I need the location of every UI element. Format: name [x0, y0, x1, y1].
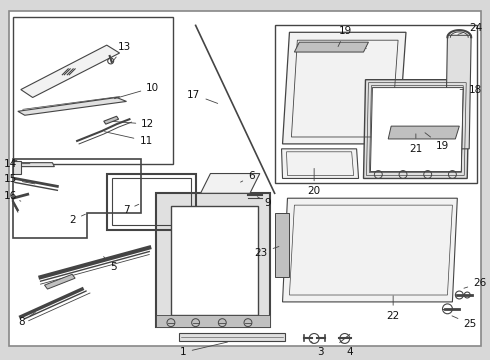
Polygon shape	[364, 80, 469, 179]
Text: 5: 5	[103, 257, 116, 273]
Polygon shape	[156, 315, 270, 327]
Text: 16: 16	[3, 191, 21, 201]
Text: 17: 17	[187, 90, 218, 103]
Polygon shape	[179, 333, 285, 341]
Polygon shape	[18, 98, 126, 115]
Text: 26: 26	[464, 278, 487, 288]
Polygon shape	[45, 274, 75, 289]
Text: 3: 3	[311, 341, 324, 357]
Polygon shape	[282, 149, 359, 179]
Polygon shape	[294, 42, 368, 52]
Text: 9: 9	[257, 197, 271, 208]
Text: 24: 24	[458, 23, 483, 34]
Polygon shape	[104, 116, 119, 124]
Text: 7: 7	[123, 204, 139, 215]
Text: 14: 14	[3, 159, 30, 168]
Text: 20: 20	[308, 168, 320, 196]
Text: 22: 22	[387, 296, 400, 321]
Text: 2: 2	[70, 214, 85, 225]
Text: 21: 21	[409, 134, 422, 154]
Polygon shape	[370, 87, 463, 172]
Text: 1: 1	[180, 342, 227, 357]
Text: 15: 15	[3, 175, 35, 184]
Polygon shape	[274, 213, 290, 277]
Text: 13: 13	[112, 42, 131, 62]
Bar	[13, 18, 173, 164]
Polygon shape	[388, 126, 459, 139]
Text: 18: 18	[460, 85, 483, 95]
Text: 6: 6	[241, 171, 255, 182]
Text: 8: 8	[18, 312, 35, 327]
Bar	[274, 26, 477, 183]
Polygon shape	[13, 161, 54, 167]
Polygon shape	[171, 206, 258, 315]
Polygon shape	[156, 193, 270, 327]
Text: 19: 19	[338, 26, 352, 46]
Text: 11: 11	[104, 132, 152, 146]
Polygon shape	[445, 35, 471, 149]
Polygon shape	[200, 174, 260, 193]
Text: 10: 10	[114, 82, 159, 99]
Polygon shape	[283, 198, 457, 302]
Polygon shape	[283, 32, 406, 144]
Polygon shape	[13, 161, 21, 174]
Text: 4: 4	[341, 341, 353, 357]
Polygon shape	[21, 45, 120, 98]
Text: 12: 12	[113, 119, 154, 129]
Text: 19: 19	[425, 133, 449, 151]
Text: 23: 23	[254, 247, 279, 257]
Text: 25: 25	[452, 316, 476, 329]
